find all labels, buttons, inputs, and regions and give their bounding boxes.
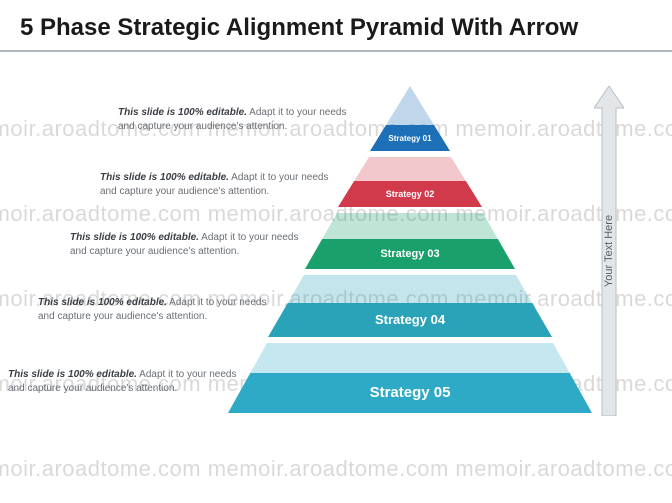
tier-description: This slide is 100% editable. Adapt it to…	[100, 171, 330, 198]
desc-lead: This slide is 100% editable.	[38, 297, 167, 308]
desc-lead: This slide is 100% editable.	[70, 232, 199, 243]
watermark-row: memoir.aroadtome.com memoir.aroadtome.co…	[0, 456, 672, 482]
up-arrow: Your Text Here	[594, 86, 624, 416]
diagram-stage: memoir.aroadtome.com memoir.aroadtome.co…	[0, 56, 672, 503]
pyramid-tier: Strategy 05	[228, 343, 592, 413]
tier-description: This slide is 100% editable. Adapt it to…	[8, 368, 238, 395]
pyramid-tier: Strategy 03	[305, 213, 515, 269]
title-underline	[0, 50, 672, 52]
tier-description: This slide is 100% editable. Adapt it to…	[118, 106, 348, 133]
tier-description: This slide is 100% editable. Adapt it to…	[38, 296, 268, 323]
desc-lead: This slide is 100% editable.	[100, 172, 229, 183]
arrow-label: Your Text Here	[603, 206, 615, 296]
pyramid-tier: Strategy 02	[338, 157, 482, 207]
page-title: 5 Phase Strategic Alignment Pyramid With…	[20, 14, 652, 42]
desc-lead: This slide is 100% editable.	[118, 107, 247, 118]
pyramid-tier: Strategy 04	[268, 275, 552, 337]
pyramid-tier: Strategy 01	[370, 86, 450, 151]
desc-lead: This slide is 100% editable.	[8, 369, 137, 380]
tier-description: This slide is 100% editable. Adapt it to…	[70, 231, 300, 258]
